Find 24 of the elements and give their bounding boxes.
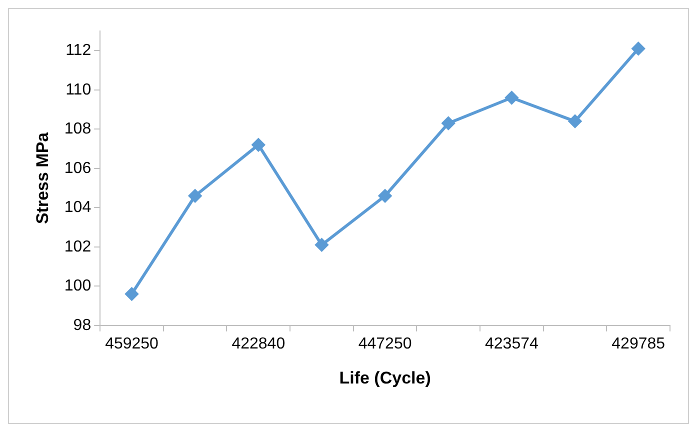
x-axis-title: Life (Cycle) [339,368,431,388]
point [568,114,582,128]
y-tick-label: 104 [64,199,92,216]
x-tick-label: 459250 [105,335,159,352]
point [378,189,392,202]
point [632,42,645,56]
x-tick-label: 429785 [612,335,666,352]
point [442,116,455,130]
y-axis-title: Stress MPa [32,132,52,224]
x-tick-label: 422840 [232,335,286,352]
y-tick-label: 100 [64,278,92,295]
point [315,238,328,252]
point [188,189,202,202]
point [125,288,138,300]
x-tick-label: 447250 [358,335,412,352]
y-tick-label: 110 [66,81,92,98]
y-tick-label: 112 [66,42,92,60]
x-tick-label: 423574 [485,335,538,352]
y-tick-label: 106 [64,160,92,177]
point [252,138,265,152]
y-tick-label: 98 [73,316,92,334]
y-tick-label: 108 [64,120,92,138]
point [505,91,518,104]
y-tick-label: 102 [64,238,92,256]
